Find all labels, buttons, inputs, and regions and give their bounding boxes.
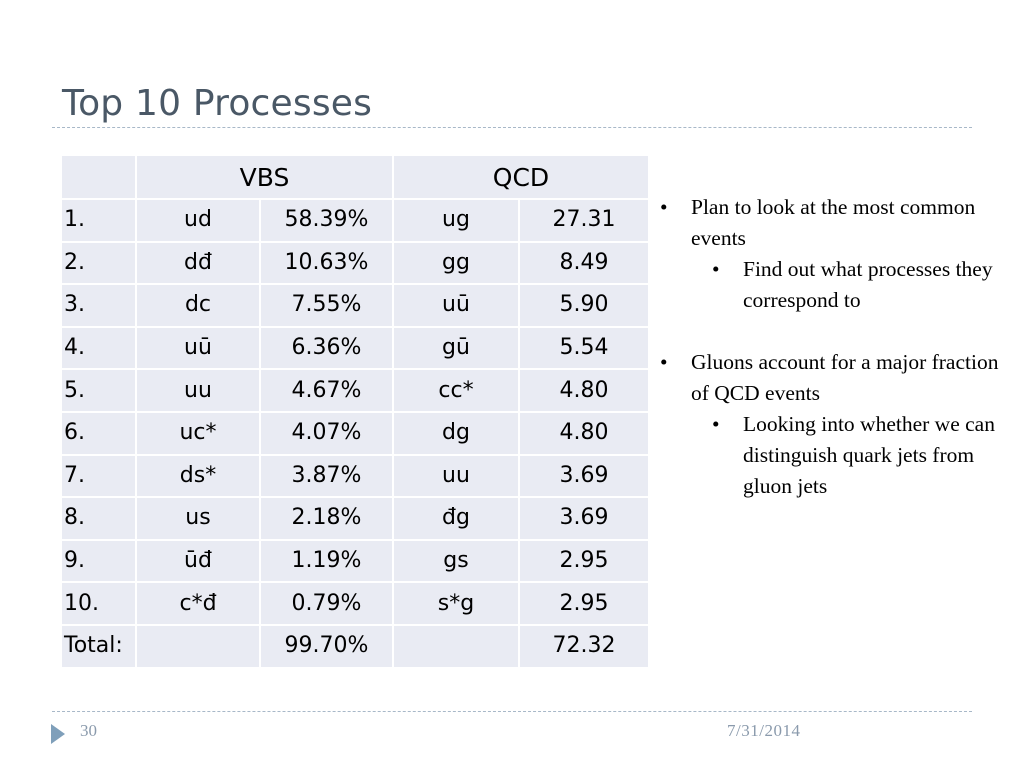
rank-cell: 9. <box>60 538 137 584</box>
rank-cell: 8. <box>60 496 137 541</box>
sub-note-item: • Looking into whether we can distinguis… <box>660 409 1020 502</box>
bullet-icon: • <box>660 195 668 219</box>
vbs-value-cell: 58.39% <box>259 198 394 243</box>
table-row: 5. uu 4.67% cc* 4.80 <box>60 368 650 413</box>
table-row: 3. dc 7.55% uū 5.90 <box>60 283 650 328</box>
vbs-value-cell: 4.07% <box>259 410 394 456</box>
header-qcd: QCD <box>392 154 650 200</box>
vbs-process-cell: ds* <box>135 453 261 499</box>
total-row: Total: 99.70% 72.32 <box>60 623 650 669</box>
qcd-value-cell: 4.80 <box>518 410 650 456</box>
note-item: • Plan to look at the most common events <box>660 192 1020 254</box>
qcd-process-cell: gg <box>392 240 520 286</box>
note-text: Plan to look at the most common events <box>691 195 976 250</box>
vbs-value-cell: 6.36% <box>259 325 394 371</box>
table-row: 8. us 2.18% đg 3.69 <box>60 496 650 541</box>
bullet-icon: • <box>660 350 668 374</box>
qcd-value-cell: 2.95 <box>518 581 650 626</box>
slide-date: 7/31/2014 <box>727 721 801 740</box>
vbs-value-cell: 1.19% <box>259 538 394 584</box>
rank-cell: 4. <box>60 325 137 371</box>
table-row: 1. ud 58.39% ug 27.31 <box>60 198 650 243</box>
header-vbs: VBS <box>135 154 394 200</box>
table-row: 7. ds* 3.87% uu 3.69 <box>60 453 650 499</box>
qcd-value-cell: 3.69 <box>518 453 650 499</box>
qcd-process-cell: cc* <box>392 368 520 413</box>
vbs-value-cell: 4.67% <box>259 368 394 413</box>
qcd-process-cell: đg <box>392 496 520 541</box>
sub-note-text: Looking into whether we can distinguish … <box>743 412 995 498</box>
qcd-process-cell: ug <box>392 198 520 243</box>
rank-cell: 7. <box>60 453 137 499</box>
vbs-process-cell: uc* <box>135 410 261 456</box>
sub-note-text: Find out what processes they correspond … <box>743 257 993 312</box>
qcd-process-cell: gs <box>392 538 520 584</box>
vbs-process-cell: c*đ <box>135 581 261 626</box>
qcd-process-cell: dg <box>392 410 520 456</box>
processes-table: VBS QCD 1. ud 58.39% ug 27.31 2. dđ 10.6… <box>60 154 650 669</box>
table-row: 9. ūđ 1.19% gs 2.95 <box>60 538 650 584</box>
vbs-value-cell: 2.18% <box>259 496 394 541</box>
notes-bullet-list: • Plan to look at the most common events… <box>660 192 1020 502</box>
rank-cell: 1. <box>60 198 137 243</box>
vbs-process-cell: ud <box>135 198 261 243</box>
bullet-icon: • <box>712 412 720 436</box>
vbs-process-cell <box>135 623 261 669</box>
note-text: Gluons account for a major fraction of Q… <box>691 350 999 405</box>
qcd-value-cell: 3.69 <box>518 496 650 541</box>
qcd-value-cell: 8.49 <box>518 240 650 286</box>
qcd-process-cell: gū <box>392 325 520 371</box>
title-divider <box>52 127 972 128</box>
slide-title: Top 10 Processes <box>62 83 373 124</box>
header-empty-cell <box>60 154 137 200</box>
qcd-value-cell: 5.90 <box>518 283 650 328</box>
qcd-value-cell: 2.95 <box>518 538 650 584</box>
note-item: • Gluons account for a major fraction of… <box>660 347 1020 409</box>
sub-note-item: • Find out what processes they correspon… <box>660 254 1020 316</box>
qcd-total-cell: 72.32 <box>518 623 650 669</box>
vbs-process-cell: dc <box>135 283 261 328</box>
vbs-value-cell: 0.79% <box>259 581 394 626</box>
list-spacer <box>660 316 1020 347</box>
vbs-value-cell: 3.87% <box>259 453 394 499</box>
qcd-value-cell: 27.31 <box>518 198 650 243</box>
rank-cell: 10. <box>60 581 137 626</box>
table-row: 10. c*đ 0.79% s*g 2.95 <box>60 581 650 626</box>
bullet-icon: • <box>712 257 720 281</box>
qcd-value-cell: 5.54 <box>518 325 650 371</box>
rank-cell: 6. <box>60 410 137 456</box>
vbs-process-cell: us <box>135 496 261 541</box>
rank-cell: 3. <box>60 283 137 328</box>
qcd-process-cell <box>392 623 520 669</box>
vbs-process-cell: dđ <box>135 240 261 286</box>
total-label-cell: Total: <box>60 623 137 669</box>
vbs-process-cell: uu <box>135 368 261 413</box>
triangle-marker-icon <box>51 724 65 744</box>
vbs-process-cell: ūđ <box>135 538 261 584</box>
qcd-process-cell: s*g <box>392 581 520 626</box>
table-row: 2. dđ 10.63% gg 8.49 <box>60 240 650 286</box>
table-header-row: VBS QCD <box>60 154 650 200</box>
table-row: 4. uū 6.36% gū 5.54 <box>60 325 650 371</box>
vbs-total-cell: 99.70% <box>259 623 394 669</box>
table-row: 6. uc* 4.07% dg 4.80 <box>60 410 650 456</box>
qcd-process-cell: uū <box>392 283 520 328</box>
rank-cell: 5. <box>60 368 137 413</box>
vbs-value-cell: 7.55% <box>259 283 394 328</box>
qcd-value-cell: 4.80 <box>518 368 650 413</box>
qcd-process-cell: uu <box>392 453 520 499</box>
footer-divider <box>52 711 972 712</box>
vbs-process-cell: uū <box>135 325 261 371</box>
page-number: 30 <box>80 721 97 740</box>
rank-cell: 2. <box>60 240 137 286</box>
vbs-value-cell: 10.63% <box>259 240 394 286</box>
